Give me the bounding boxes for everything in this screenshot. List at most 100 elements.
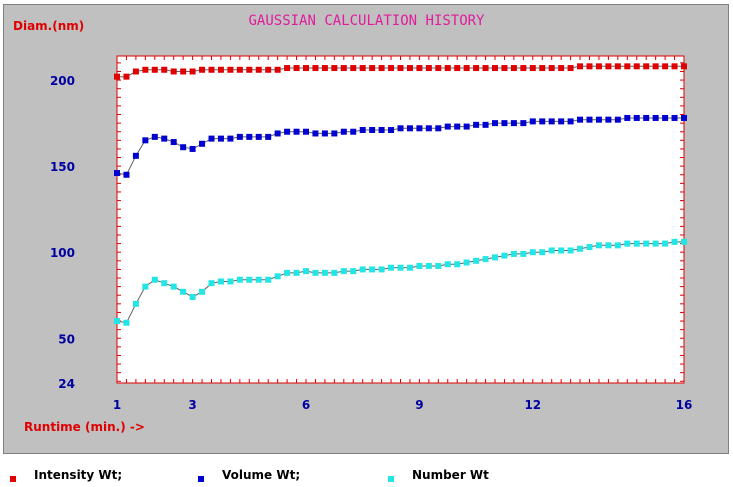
data-point bbox=[681, 238, 687, 245]
data-point bbox=[406, 125, 413, 132]
data-point bbox=[605, 116, 612, 123]
data-point bbox=[369, 266, 376, 273]
data-point bbox=[255, 66, 262, 73]
data-point bbox=[397, 264, 404, 271]
data-point bbox=[652, 240, 659, 247]
data-point bbox=[151, 66, 158, 73]
data-point bbox=[293, 65, 300, 72]
data-point bbox=[463, 259, 470, 266]
data-point bbox=[132, 68, 139, 75]
data-point bbox=[539, 249, 546, 256]
data-point bbox=[681, 114, 687, 121]
data-point bbox=[662, 63, 669, 70]
data-point bbox=[681, 63, 687, 70]
legend-marker bbox=[10, 476, 16, 482]
data-point bbox=[236, 133, 243, 140]
data-point bbox=[265, 276, 272, 283]
data-point bbox=[312, 130, 319, 137]
data-point bbox=[180, 144, 187, 151]
x-axis-label: Runtime (min.) -> bbox=[24, 420, 145, 434]
data-point bbox=[492, 254, 498, 261]
data-point bbox=[652, 114, 659, 121]
data-point bbox=[274, 273, 281, 280]
data-point bbox=[246, 276, 253, 283]
data-point bbox=[170, 68, 177, 75]
data-point bbox=[577, 245, 584, 252]
data-point bbox=[444, 261, 451, 268]
legend-marker bbox=[198, 476, 204, 482]
data-point bbox=[303, 268, 309, 275]
data-point bbox=[482, 256, 489, 263]
data-point bbox=[369, 127, 376, 134]
data-point bbox=[284, 269, 291, 276]
legend-label: Intensity Wt; bbox=[34, 468, 123, 482]
data-point bbox=[378, 65, 385, 72]
plot-area bbox=[117, 56, 684, 383]
data-point bbox=[558, 65, 565, 72]
legend-marker bbox=[388, 476, 394, 482]
data-point bbox=[284, 65, 291, 72]
data-point bbox=[132, 152, 139, 159]
data-point bbox=[142, 137, 149, 144]
data-point bbox=[114, 318, 120, 325]
data-point bbox=[217, 66, 224, 73]
data-point bbox=[359, 266, 366, 273]
x-tick-label: 6 bbox=[302, 398, 310, 412]
data-point bbox=[624, 114, 631, 121]
data-point bbox=[114, 170, 120, 177]
data-point bbox=[444, 65, 451, 72]
data-point bbox=[614, 116, 621, 123]
data-point bbox=[652, 63, 659, 70]
data-point bbox=[142, 66, 149, 73]
x-tick-label: 3 bbox=[188, 398, 196, 412]
data-point bbox=[340, 128, 347, 135]
data-point bbox=[425, 65, 432, 72]
data-point bbox=[501, 65, 508, 72]
data-point bbox=[331, 130, 338, 137]
data-point bbox=[123, 73, 130, 80]
data-point bbox=[643, 114, 650, 121]
data-point bbox=[473, 121, 480, 128]
data-point bbox=[548, 247, 555, 254]
data-point bbox=[406, 65, 413, 72]
data-point bbox=[473, 65, 480, 72]
data-point bbox=[567, 65, 574, 72]
data-point bbox=[227, 278, 234, 285]
data-point bbox=[208, 280, 215, 287]
data-point bbox=[567, 247, 574, 254]
data-point bbox=[227, 135, 234, 142]
data-point bbox=[643, 240, 650, 247]
data-point bbox=[558, 247, 565, 254]
data-point bbox=[265, 66, 272, 73]
data-point bbox=[397, 65, 404, 72]
data-point bbox=[444, 123, 451, 130]
data-point bbox=[454, 261, 461, 268]
data-point bbox=[482, 121, 489, 128]
data-point bbox=[586, 63, 593, 70]
chart-title: GAUSSIAN CALCULATION HISTORY bbox=[248, 13, 485, 29]
data-point bbox=[359, 65, 366, 72]
legend-label: Volume Wt; bbox=[222, 468, 301, 482]
plot-border bbox=[116, 55, 685, 384]
data-point bbox=[246, 66, 253, 73]
data-point bbox=[671, 63, 678, 70]
data-point bbox=[151, 276, 158, 283]
data-point bbox=[274, 66, 281, 73]
y-axis-label: Diam.(nm) bbox=[13, 19, 85, 33]
data-point bbox=[473, 257, 480, 264]
data-point bbox=[227, 66, 234, 73]
data-point bbox=[378, 266, 385, 273]
data-point bbox=[463, 123, 470, 130]
data-point bbox=[161, 280, 168, 287]
data-point bbox=[501, 120, 508, 127]
data-point bbox=[567, 118, 574, 125]
data-point bbox=[236, 66, 243, 73]
data-point bbox=[321, 130, 328, 137]
data-point bbox=[416, 262, 423, 269]
data-point bbox=[510, 65, 517, 72]
data-point bbox=[293, 269, 300, 276]
data-point bbox=[189, 145, 196, 152]
data-point bbox=[114, 73, 120, 80]
data-point bbox=[331, 65, 338, 72]
